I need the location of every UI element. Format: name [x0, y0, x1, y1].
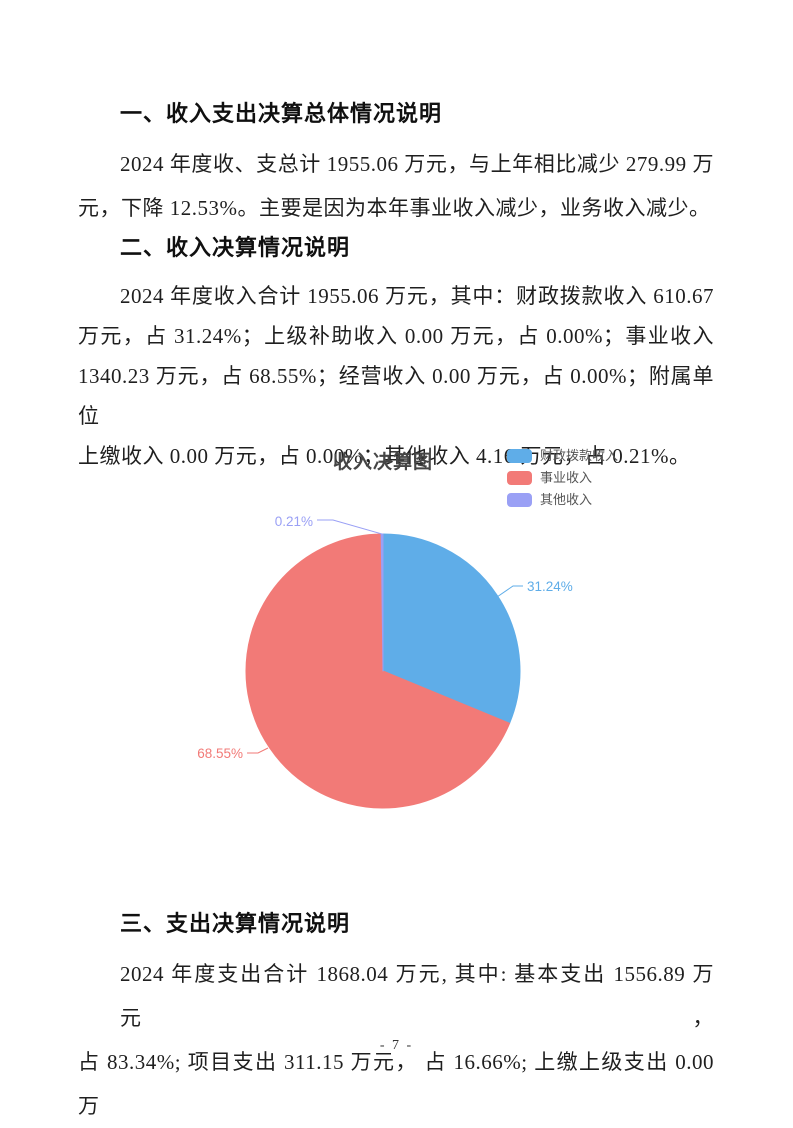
page-number: - 7 - [379, 1038, 414, 1053]
section-heading: 三、支出决算情况说明 [120, 911, 351, 936]
legend-item-3: 其他收入 [507, 493, 618, 507]
section-heading: 二、收入决算情况说明 [120, 235, 351, 260]
income-pie-chart: 31.24% 68.55% 0.21% [197, 514, 573, 809]
legend-swatch-icon [507, 471, 532, 485]
section-income-summary: 二、收入决算情况说明 2024 年度收入合计 1955.06 万元，其中：财政拨… [78, 234, 714, 476]
chart-title: 收入决算图 [332, 452, 433, 473]
paragraph-line: 万元，占 31.24%；上级补助收入 0.00 万元，占 0.00%；事业收入 [78, 324, 714, 348]
paragraph-line: 上缴收入 0.00 万元，占 0.00%；其他收入 4.16 万元，占 0.21… [78, 444, 691, 468]
section-expenditure-summary: 三、支出决算情况说明 2024 年度支出合计 1868.04 万元, 其中: 基… [78, 910, 714, 1128]
paragraph-line: 1340.23 万元，占 68.55%；经营收入 0.00 万元，占 0.00%… [78, 364, 714, 428]
section-overall-summary: 一、收入支出决算总体情况说明 2024 年度收、支总计 1955.06 万元，与… [78, 100, 714, 230]
paragraph-line: 占 83.34%; 项目支出 311.15 万元， 占 16.66%; 上缴上级… [78, 1050, 714, 1118]
chart-legend: 财政拨款收入 事业收入其他收入 [507, 449, 618, 515]
paragraph-line: 2024 年度收、支总计 1955.06 万元，与上年相比减少 279.99 万 [120, 152, 714, 176]
pie-label-line-2 [247, 747, 269, 754]
paragraph-line: 2024 年度支出合计 1868.04 万元, 其中: 基本支出 1556.89… [120, 962, 714, 1030]
pie-label-2: 68.55% [197, 746, 243, 761]
legend-item-2: 事业收入 [507, 471, 618, 485]
pie-label-line-3 [317, 519, 383, 535]
legend-label: 其他收入 [540, 492, 593, 507]
pie-label-1: 31.24% [527, 579, 573, 594]
section-heading: 一、收入支出决算总体情况说明 [120, 101, 443, 126]
paragraph-line: 2024 年度收入合计 1955.06 万元，其中：财政拨款收入 610.67 [120, 284, 714, 308]
pie-label-line-1 [496, 585, 523, 598]
legend-label: 事业收入 [540, 470, 593, 485]
legend-item-1: 财政拨款收入 [507, 449, 618, 463]
legend-swatch-icon [507, 449, 532, 463]
legend-swatch-icon [507, 493, 532, 507]
paragraph-line: 元，下降 12.53%。主要是因为本年事业收入减少，业务收入减少。 [78, 196, 711, 220]
pie-slice-2 [245, 533, 511, 809]
pie-label-3: 0.21% [275, 514, 313, 529]
pie-slice-1 [382, 533, 521, 724]
legend-label: 财政拨款收入 [540, 448, 619, 463]
